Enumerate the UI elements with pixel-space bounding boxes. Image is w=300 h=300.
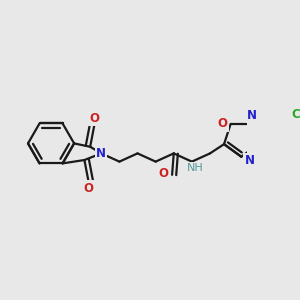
Text: O: O xyxy=(83,182,94,194)
Text: O: O xyxy=(89,112,99,125)
Text: Cl: Cl xyxy=(291,108,300,121)
Text: N: N xyxy=(96,147,106,160)
Text: O: O xyxy=(218,117,227,130)
Text: N: N xyxy=(247,109,257,122)
Text: N: N xyxy=(244,154,254,167)
Text: NH: NH xyxy=(187,163,203,173)
Text: O: O xyxy=(159,167,169,180)
